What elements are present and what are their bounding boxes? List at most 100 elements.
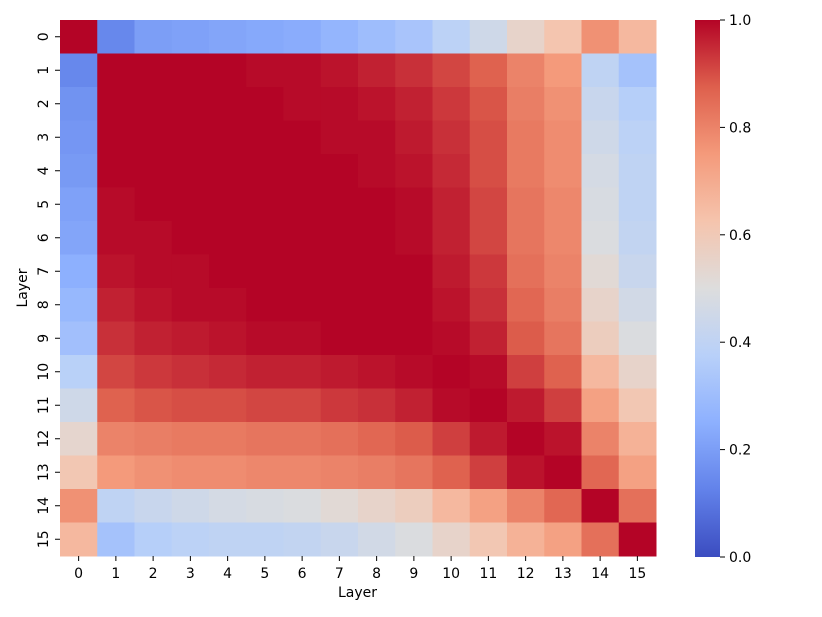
heatmap-cell [432, 455, 471, 490]
heatmap-cell [432, 187, 471, 222]
heatmap-cell [209, 221, 247, 255]
heatmap-cell [544, 288, 582, 322]
heatmap-cell [507, 522, 545, 557]
heatmap-cell [618, 154, 657, 188]
heatmap-cell [432, 221, 471, 255]
heatmap-cell [358, 221, 396, 255]
heatmap-cell [395, 221, 433, 255]
heatmap-cell [246, 187, 284, 222]
heatmap-cell [618, 20, 657, 54]
heatmap-cell [283, 221, 322, 255]
x-tick-label: 10 [442, 566, 460, 582]
heatmap-cell [171, 522, 210, 557]
heatmap-cell [60, 154, 98, 188]
heatmap-cell [283, 321, 322, 356]
y-tick-label: 7 [36, 267, 52, 276]
heatmap-cell [581, 288, 620, 322]
heatmap-cell [320, 288, 359, 322]
heatmap-cell [209, 522, 247, 557]
heatmap-cell [320, 87, 359, 121]
x-tick-label: 6 [298, 566, 307, 582]
x-tick-label: 15 [628, 566, 646, 582]
heatmap-cell [395, 254, 433, 289]
heatmap-cell [171, 422, 210, 456]
heatmap-cell [283, 154, 322, 188]
heatmap-cell [209, 53, 247, 88]
heatmap-cell [469, 154, 508, 188]
heatmap-cell [581, 455, 620, 490]
x-tick-label: 8 [372, 566, 381, 582]
heatmap-cell [209, 388, 247, 423]
y-axis-label: Layer [15, 268, 31, 307]
heatmap-cell [246, 221, 284, 255]
x-tick-label: 5 [260, 566, 269, 582]
heatmap-cell [618, 53, 657, 88]
heatmap-cell [507, 53, 545, 88]
heatmap-cell [395, 20, 433, 54]
heatmap-cell [358, 288, 396, 322]
heatmap-cell [395, 355, 433, 389]
heatmap-cell [320, 489, 359, 523]
heatmap-cell [320, 187, 359, 222]
heatmap-cell [358, 154, 396, 188]
heatmap-cell [469, 53, 508, 88]
heatmap-cell [581, 522, 620, 557]
x-tick-label: 14 [591, 566, 609, 582]
heatmap-cell [469, 355, 508, 389]
heatmap-cell [618, 321, 657, 356]
heatmap-cell [469, 288, 508, 322]
heatmap-cell [358, 522, 396, 557]
heatmap-cell [469, 254, 508, 289]
x-tick-label: 3 [186, 566, 195, 582]
heatmap-cell [60, 388, 98, 423]
heatmap-cell [283, 120, 322, 155]
heatmap-cells [60, 20, 657, 557]
heatmap-cell [320, 522, 359, 557]
heatmap-cell [246, 53, 284, 88]
colorbar-tick-label: 0.6 [729, 228, 751, 244]
heatmap-cell [60, 489, 98, 523]
colorbar-tick-label: 0.2 [729, 443, 751, 459]
heatmap-cell [618, 489, 657, 523]
heatmap-cell [544, 522, 582, 557]
heatmap-cell [618, 187, 657, 222]
heatmap-cell [209, 154, 247, 188]
heatmap-cell [97, 489, 135, 523]
heatmap-cell [581, 187, 620, 222]
heatmap-cell [171, 120, 210, 155]
heatmap-cell [283, 87, 322, 121]
heatmap-cell [60, 254, 98, 289]
heatmap-cell [283, 422, 322, 456]
heatmap-cell [507, 455, 545, 490]
heatmap-cell [246, 522, 284, 557]
heatmap-cell [283, 20, 322, 54]
heatmap-cell [469, 388, 508, 423]
heatmap-cell [469, 20, 508, 54]
heatmap-cell [134, 355, 173, 389]
heatmap-cell [60, 455, 98, 490]
heatmap-cell [134, 254, 173, 289]
heatmap-cell [581, 20, 620, 54]
heatmap-cell [469, 187, 508, 222]
heatmap-cell [283, 355, 322, 389]
heatmap-cell [469, 522, 508, 557]
heatmap-cell [283, 53, 322, 88]
y-tick-label: 5 [36, 200, 52, 209]
heatmap-cell [618, 221, 657, 255]
heatmap-cell [320, 221, 359, 255]
heatmap-cell [432, 120, 471, 155]
y-tick-label: 3 [36, 133, 52, 142]
heatmap-cell [134, 120, 173, 155]
y-tick-label: 15 [36, 530, 52, 548]
heatmap-cell [134, 422, 173, 456]
heatmap-cell [432, 388, 471, 423]
heatmap-cell [97, 20, 135, 54]
heatmap-cell [544, 187, 582, 222]
heatmap-cell [507, 221, 545, 255]
heatmap-cell [507, 187, 545, 222]
heatmap-cell [171, 254, 210, 289]
heatmap-cell [246, 422, 284, 456]
colorbar-tick-label: 1.0 [729, 13, 751, 29]
colorbar-tick-label: 0.8 [729, 120, 751, 136]
